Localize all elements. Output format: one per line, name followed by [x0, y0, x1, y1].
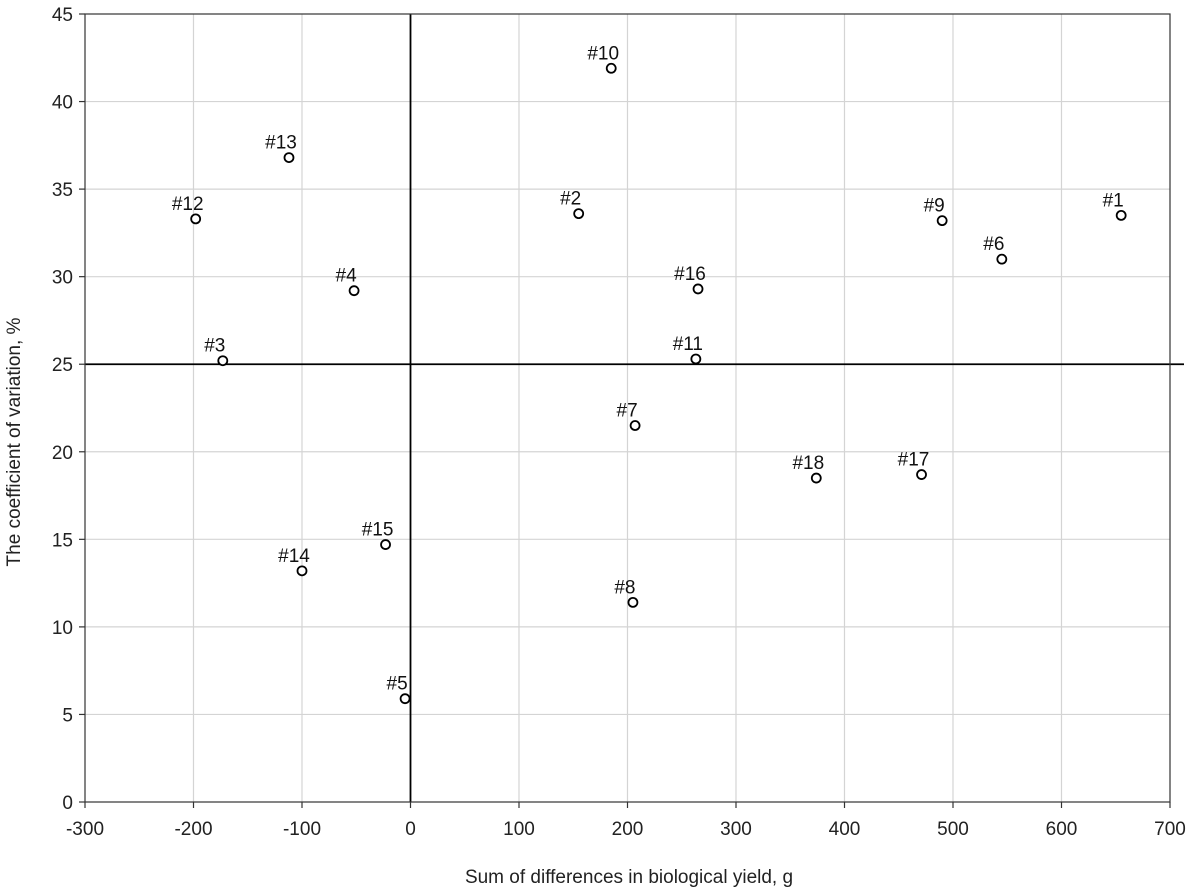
point-label: #2 [560, 189, 581, 210]
y-axis-title: The coefficient of variation, % [4, 317, 25, 566]
y-tick-label: 5 [62, 705, 73, 726]
point-label: #8 [614, 577, 635, 598]
point-label: #11 [673, 334, 703, 355]
point-marker [936, 215, 948, 227]
x-tick-label: 400 [829, 819, 861, 840]
point-marker [283, 152, 295, 163]
y-tick-label: 35 [52, 180, 73, 201]
point-marker [627, 596, 639, 608]
data-point: #8 [614, 577, 639, 608]
point-label: #5 [387, 674, 408, 695]
point-label: #7 [617, 401, 638, 422]
y-axis-ticks: 0 5 10 15 20 25 30 35 40 45 [52, 5, 85, 814]
point-marker [810, 472, 822, 484]
x-tick-label: 200 [612, 819, 644, 840]
point-label: #10 [587, 43, 619, 64]
data-point: #11 [673, 334, 703, 365]
data-point: #14 [278, 546, 310, 577]
point-marker [190, 213, 202, 225]
data-point: #9 [924, 196, 948, 227]
point-marker [916, 469, 927, 480]
point-label: #6 [983, 234, 1004, 255]
point-label: #16 [674, 264, 706, 285]
x-tick-label: 300 [720, 819, 752, 840]
x-tick-label: 600 [1046, 819, 1078, 840]
point-label: #9 [924, 196, 945, 217]
point-marker [399, 693, 411, 705]
data-point: #15 [362, 520, 394, 550]
data-point: #12 [172, 194, 204, 225]
y-tick-label: 10 [52, 618, 73, 639]
data-point: #18 [792, 453, 824, 484]
y-tick-label: 25 [52, 355, 73, 376]
data-point: #10 [587, 43, 619, 74]
data-point: #3 [204, 336, 229, 367]
x-axis-ticks: -300 -200 -100 0 100 200 300 400 500 600 700 [66, 802, 1186, 840]
x-axis-title: Sum of differences in biological yield, … [465, 867, 793, 888]
point-label: #18 [792, 453, 824, 474]
point-label: #4 [336, 266, 358, 287]
x-tick-label: 100 [503, 819, 535, 840]
point-marker [348, 285, 360, 297]
data-point: #6 [983, 234, 1008, 265]
point-marker [605, 62, 617, 74]
data-point: #1 [1103, 190, 1127, 221]
point-marker [692, 283, 704, 295]
x-tick-label: -200 [174, 819, 212, 840]
data-point: #16 [674, 264, 706, 295]
point-label: #12 [172, 194, 204, 215]
y-tick-label: 40 [52, 93, 73, 114]
x-tick-label: 700 [1154, 819, 1186, 840]
data-point: #7 [617, 401, 641, 431]
x-tick-label: -100 [283, 819, 321, 840]
point-label: #17 [898, 450, 930, 471]
point-marker [380, 539, 391, 550]
y-tick-label: 15 [52, 530, 73, 551]
point-label: #3 [204, 336, 225, 357]
y-tick-label: 20 [52, 443, 73, 464]
y-tick-label: 30 [52, 268, 73, 289]
y-tick-label: 45 [52, 5, 73, 26]
point-label: #15 [362, 520, 394, 541]
data-points: #1 #2 #3 #4 #5 #6 #7 #8 #9 #10 #11 #12 #13 #14 #15 #16 #… [172, 43, 1127, 705]
x-tick-label: -300 [66, 819, 104, 840]
point-marker [217, 355, 229, 367]
point-marker [996, 253, 1008, 265]
data-point: #17 [898, 450, 930, 480]
data-point: #5 [387, 674, 411, 705]
point-marker [629, 420, 641, 431]
point-marker [296, 565, 308, 577]
point-marker [1115, 209, 1127, 221]
point-label: #13 [265, 133, 297, 154]
data-point: #2 [560, 189, 585, 220]
point-label: #14 [278, 546, 310, 567]
data-point: #13 [265, 133, 297, 163]
point-marker [573, 208, 585, 220]
data-point: #4 [336, 266, 360, 297]
x-tick-label: 0 [405, 819, 416, 840]
point-label: #1 [1103, 190, 1124, 211]
reference-lines [85, 14, 1184, 802]
y-tick-label: 0 [62, 793, 73, 814]
point-marker [690, 353, 702, 365]
x-tick-label: 500 [937, 819, 969, 840]
